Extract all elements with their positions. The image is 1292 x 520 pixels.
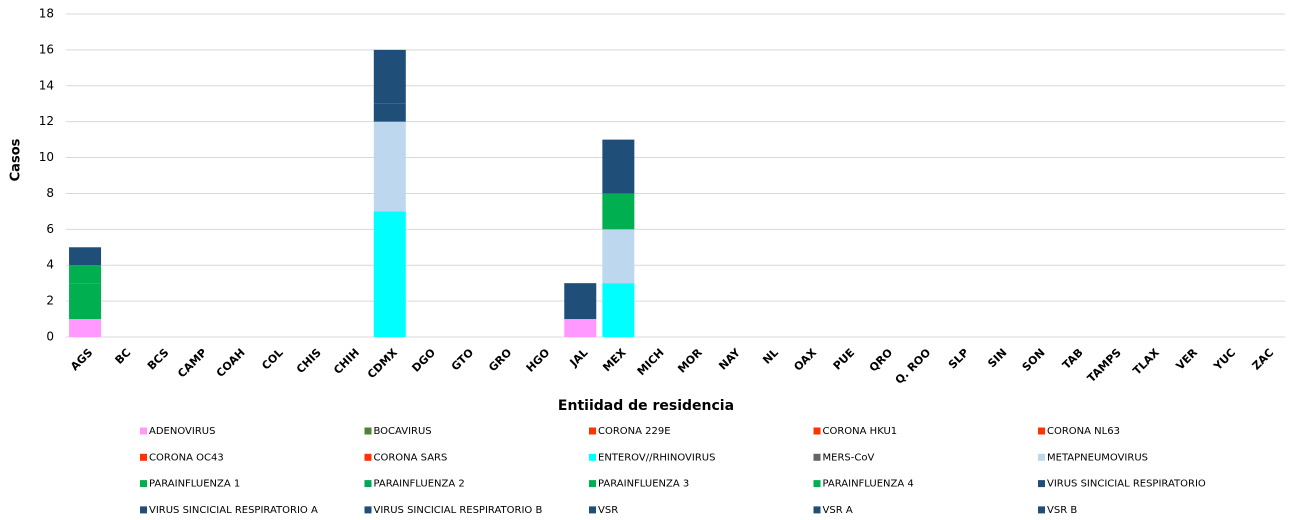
legend-swatch <box>140 427 147 435</box>
legend-swatch <box>1038 427 1045 435</box>
legend-label: VIRUS SINCICIAL RESPIRATORIO <box>1047 479 1206 490</box>
x-tick-label: PUE <box>831 346 858 373</box>
x-tick-label: OAX <box>791 346 819 374</box>
x-tick-label: CDMX <box>365 346 400 381</box>
legend-swatch <box>1038 453 1045 461</box>
legend-label: BOCAVIRUS <box>374 426 432 437</box>
x-tick-label: TAMPS <box>1085 346 1124 385</box>
x-tick-label: YUC <box>1211 346 1239 374</box>
x-tick-label: HGO <box>524 346 553 375</box>
bar-segment <box>602 139 635 194</box>
legend-label: PARAINFLUENZA 3 <box>598 479 689 490</box>
bar-segment <box>564 319 597 337</box>
x-tick-label: CHIH <box>331 346 362 377</box>
bar-segment <box>69 265 102 284</box>
x-tick-label: DGO <box>409 346 438 375</box>
x-tick-label: NL <box>760 346 781 367</box>
legend-swatch <box>364 506 372 514</box>
x-tick-label: QRO <box>867 346 895 374</box>
legend-label: CORONA OC43 <box>149 452 224 463</box>
legend-label: CORONA 229E <box>598 426 671 437</box>
x-tick-label: SON <box>1020 346 1048 374</box>
legend-label: CORONA SARS <box>374 452 448 463</box>
legend-label: VIRUS SINCICIAL RESPIRATORIO A <box>149 505 318 516</box>
bar-segment <box>373 121 406 212</box>
legend-label: VSR A <box>823 505 853 516</box>
x-tick-label: Q. ROO <box>893 346 934 387</box>
legend-swatch <box>813 506 821 514</box>
bar-segment <box>602 283 635 337</box>
x-tick-label: ZAC <box>1250 346 1277 373</box>
x-tick-label: GRO <box>486 346 514 374</box>
legend-label: CORONA HKU1 <box>823 426 898 437</box>
x-tick-label: TLAX <box>1130 346 1162 378</box>
legend-swatch <box>813 453 821 461</box>
legend-label: VIRUS SINCICIAL RESPIRATORIO B <box>374 505 543 516</box>
legend-label: CORONA NL63 <box>1047 426 1120 437</box>
x-tick-label: CAMP <box>175 346 209 380</box>
y-tick-label: 10 <box>39 150 54 164</box>
y-tick-label: 2 <box>46 294 54 308</box>
y-axis-title: Casos <box>9 138 24 181</box>
x-tick-label: COL <box>259 346 285 372</box>
x-tick-label: CHIS <box>294 346 324 376</box>
legend-swatch <box>589 480 596 488</box>
x-tick-label: AGS <box>68 346 95 373</box>
legend-swatch <box>140 480 147 488</box>
y-tick-label: 12 <box>39 114 54 128</box>
legend-label: ADENOVIRUS <box>149 426 215 437</box>
legend-swatch <box>1038 480 1045 488</box>
x-axis-title: Entiidad de residencia <box>558 398 734 414</box>
x-tick-label: TAB <box>1060 346 1086 372</box>
bar-segment <box>602 193 635 230</box>
legend-label: METAPNEUMOVIRUS <box>1047 452 1148 463</box>
y-tick-label: 18 <box>39 7 54 21</box>
bar-segment <box>69 247 102 266</box>
legend-swatch <box>589 506 596 514</box>
y-tick-label: 4 <box>46 258 54 272</box>
x-tick-label: MICH <box>635 346 667 378</box>
legend-label: VSR <box>598 505 618 516</box>
bar-segment <box>373 103 406 122</box>
legend-swatch <box>140 506 147 514</box>
y-tick-label: 6 <box>46 222 54 236</box>
legend-swatch <box>589 453 596 461</box>
legend-swatch <box>364 453 372 461</box>
x-tick-label: BCS <box>145 346 172 373</box>
legend-label: VSR B <box>1047 505 1077 516</box>
x-tick-label: JAL <box>567 346 591 370</box>
x-tick-label: GTO <box>449 346 476 373</box>
x-tick-label: SLP <box>946 346 971 371</box>
legend-swatch <box>140 453 147 461</box>
legend-label: PARAINFLUENZA 4 <box>823 479 914 490</box>
y-tick-label: 8 <box>46 186 54 200</box>
legend-label: ENTEROV//RHINOVIRUS <box>598 452 715 463</box>
legend-swatch <box>364 427 372 435</box>
x-tick-label: SIN <box>985 346 1009 370</box>
x-tick-label: COAH <box>214 346 248 380</box>
y-tick-label: 16 <box>39 42 54 56</box>
bar-segment <box>69 319 102 337</box>
bar-segment <box>602 229 635 284</box>
x-tick-label: BC <box>113 346 134 367</box>
bar-segment <box>373 211 406 337</box>
legend-swatch <box>589 427 596 435</box>
legend-swatch <box>364 480 372 488</box>
x-tick-label: VER <box>1173 346 1200 373</box>
y-tick-label: 0 <box>46 330 54 344</box>
legend-label: PARAINFLUENZA 1 <box>149 479 240 490</box>
x-tick-label: MEX <box>600 346 629 375</box>
legend-swatch <box>1038 506 1045 514</box>
legend-swatch <box>813 480 821 488</box>
bar-segment <box>564 283 597 320</box>
legend-swatch <box>813 427 821 435</box>
bar-segment <box>69 283 102 320</box>
x-tick-label: MOR <box>675 346 705 376</box>
legend-label: MERS-CoV <box>823 452 875 463</box>
x-tick-label: NAY <box>716 345 743 372</box>
legend-label: PARAINFLUENZA 2 <box>374 479 465 490</box>
y-tick-label: 14 <box>39 78 54 92</box>
bar-segment <box>373 49 406 104</box>
